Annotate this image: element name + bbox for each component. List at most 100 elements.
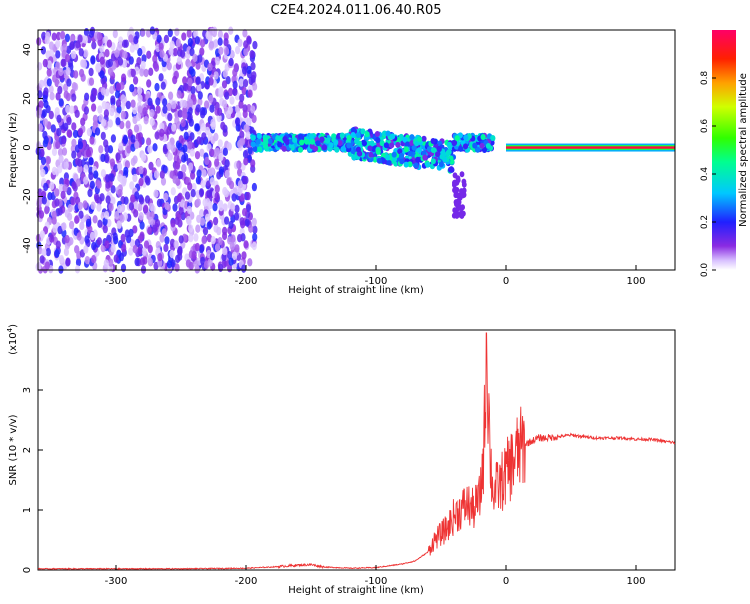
spectrogram-cell — [57, 85, 63, 95]
spectrogram-cell — [80, 59, 86, 68]
spectrogram-cell — [297, 146, 304, 153]
spectrogram-cell — [241, 264, 247, 273]
spectrogram-cell — [209, 252, 215, 261]
spectrogram-cell — [119, 120, 125, 130]
spectrogram-cell — [74, 265, 81, 274]
spectrogram-cell — [90, 56, 96, 65]
spectrogram-cell — [256, 133, 262, 139]
spectrogram-cell — [242, 208, 248, 217]
spectrogram-cell — [242, 29, 248, 38]
spectrogram-cell — [298, 133, 304, 140]
spectrogram-cell — [200, 179, 206, 189]
spectrogram-cell — [130, 194, 136, 203]
spectrogram-cell — [229, 242, 235, 251]
spectrogram-cell — [375, 137, 381, 144]
spectrogram-cell — [126, 145, 132, 154]
spectrogram-cell — [152, 143, 158, 152]
spectrogram-cell — [200, 39, 206, 48]
spectrogram-cell — [196, 136, 202, 145]
spectrogram-cell — [102, 217, 108, 226]
spectrogram-cell — [71, 150, 77, 159]
spectrogram-cell — [120, 233, 126, 243]
spectrogram-cell — [237, 234, 243, 243]
spectrogram-cell — [61, 58, 67, 67]
spectrogram-cell — [119, 214, 125, 223]
spectrogram-cell — [141, 54, 147, 63]
spectrogram-cell — [208, 94, 214, 104]
spectrogram-cell — [430, 158, 436, 165]
spectrogram-cell — [144, 195, 151, 204]
spectrogram-cell — [133, 124, 140, 133]
spectrogram-cell — [213, 132, 219, 142]
spectrogram-cell — [67, 212, 73, 221]
spectrogram-cell — [110, 196, 116, 205]
spectrogram-cell — [117, 204, 123, 214]
spectrogram-cell — [137, 47, 143, 57]
colorbar-ticks: 0.0 0.2 0.4 0.6 0.8 — [700, 71, 716, 277]
spectrogram-cell — [157, 253, 163, 262]
spectrogram-cell — [184, 191, 191, 200]
spectrogram-cell — [163, 34, 169, 44]
spectrogram-cell — [79, 68, 85, 78]
spectrogram-cell — [118, 142, 124, 151]
spectrogram-cell — [255, 138, 261, 145]
spectrogram-cell — [350, 132, 356, 138]
spectrogram-cell — [97, 105, 103, 114]
spectrogram-cell — [187, 37, 193, 47]
spectrogram-cell — [182, 144, 188, 153]
spectrogram-cell — [185, 215, 192, 225]
spectrogram-cell — [103, 139, 109, 148]
spectrogram-cell — [97, 91, 103, 101]
spectrogram-cell — [187, 141, 193, 150]
spectrogram-cell — [162, 105, 168, 114]
spectrogram-cell — [218, 152, 224, 162]
spectrogram-cell — [231, 193, 237, 202]
spectrogram-cell — [55, 240, 61, 249]
spectrogram-frame — [37, 29, 676, 271]
spectrogram-cell — [60, 190, 66, 200]
spectrogram-cell — [178, 135, 184, 144]
spectrogram-cell — [45, 31, 51, 41]
spectrogram-cell — [147, 244, 153, 254]
spectrogram-cell — [186, 29, 192, 38]
spectrogram-cell — [241, 251, 247, 260]
spectrogram-cell — [226, 142, 232, 151]
spectrogram-cell — [247, 89, 253, 98]
spectrogram-cell — [96, 32, 102, 41]
spectrogram-cell — [36, 199, 42, 208]
spectrogram-cell — [223, 38, 229, 47]
spectrogram-x-ticks: -300 -200 -100 0 100 — [105, 265, 646, 287]
spectrogram-cell — [407, 150, 413, 157]
spectrogram-cell — [87, 225, 93, 234]
spectrogram-y-tick-label: 20 — [22, 92, 33, 105]
snr-y-multiplier-base: (x10 — [8, 332, 19, 355]
spectrogram-cell — [239, 137, 246, 146]
spectrogram-cell — [45, 247, 51, 257]
spectrogram-cell — [398, 133, 404, 140]
spectrogram-cell — [117, 57, 124, 66]
spectrogram-cell — [144, 175, 150, 184]
spectrogram-cell — [147, 145, 153, 154]
spectrogram-cell — [56, 114, 62, 124]
snr-x-tick-label: -200 — [235, 576, 258, 587]
spectrogram-cell — [172, 47, 178, 57]
spectrogram-cell — [193, 29, 199, 39]
spectrogram-cell — [92, 88, 98, 97]
spectrogram-cell — [480, 134, 486, 140]
spectrogram-cell — [167, 152, 173, 161]
spectrogram-cell — [248, 76, 254, 86]
spectrogram-cell — [212, 203, 218, 212]
spectrogram-cell — [439, 153, 445, 160]
spectrogram-cell — [141, 247, 147, 256]
spectrogram-cell — [169, 249, 175, 259]
spectrogram-cell — [134, 191, 140, 200]
spectrogram-cell — [206, 221, 212, 230]
spectrogram-cell — [209, 27, 215, 37]
spectrogram-cell — [217, 139, 223, 148]
spectrogram-cell — [216, 113, 222, 123]
spectrogram-cell — [69, 220, 75, 230]
spectrogram-cell — [105, 174, 111, 183]
spectrogram-cell — [399, 152, 405, 159]
spectrogram-cell — [238, 100, 244, 109]
spectrogram-cell — [132, 225, 138, 234]
